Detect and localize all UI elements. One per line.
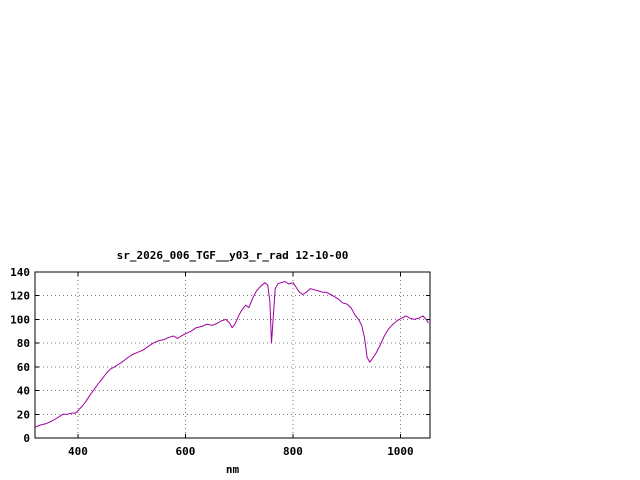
y-tick-label: 0 [23, 432, 30, 445]
y-tick-label: 140 [10, 266, 30, 279]
plot-border [34, 271, 431, 439]
y-tick-label: 100 [10, 313, 30, 326]
x-axis-label: nm [225, 463, 240, 476]
y-tick-label: 80 [17, 337, 30, 350]
spectral-curve [34, 281, 429, 428]
y-tick-label: 20 [17, 408, 30, 421]
x-tick-label: 800 [283, 445, 303, 458]
y-tick-label: 40 [17, 385, 30, 398]
x-tick-label: 400 [68, 445, 88, 458]
y-tick-label: 60 [17, 361, 30, 374]
x-tick-label: 600 [176, 445, 196, 458]
x-tick-label: 1000 [387, 445, 414, 458]
chart-title: sr_2026_006_TGF__y03_r_rad 12-10-00 [116, 249, 349, 262]
y-tick-label: 120 [10, 290, 30, 303]
